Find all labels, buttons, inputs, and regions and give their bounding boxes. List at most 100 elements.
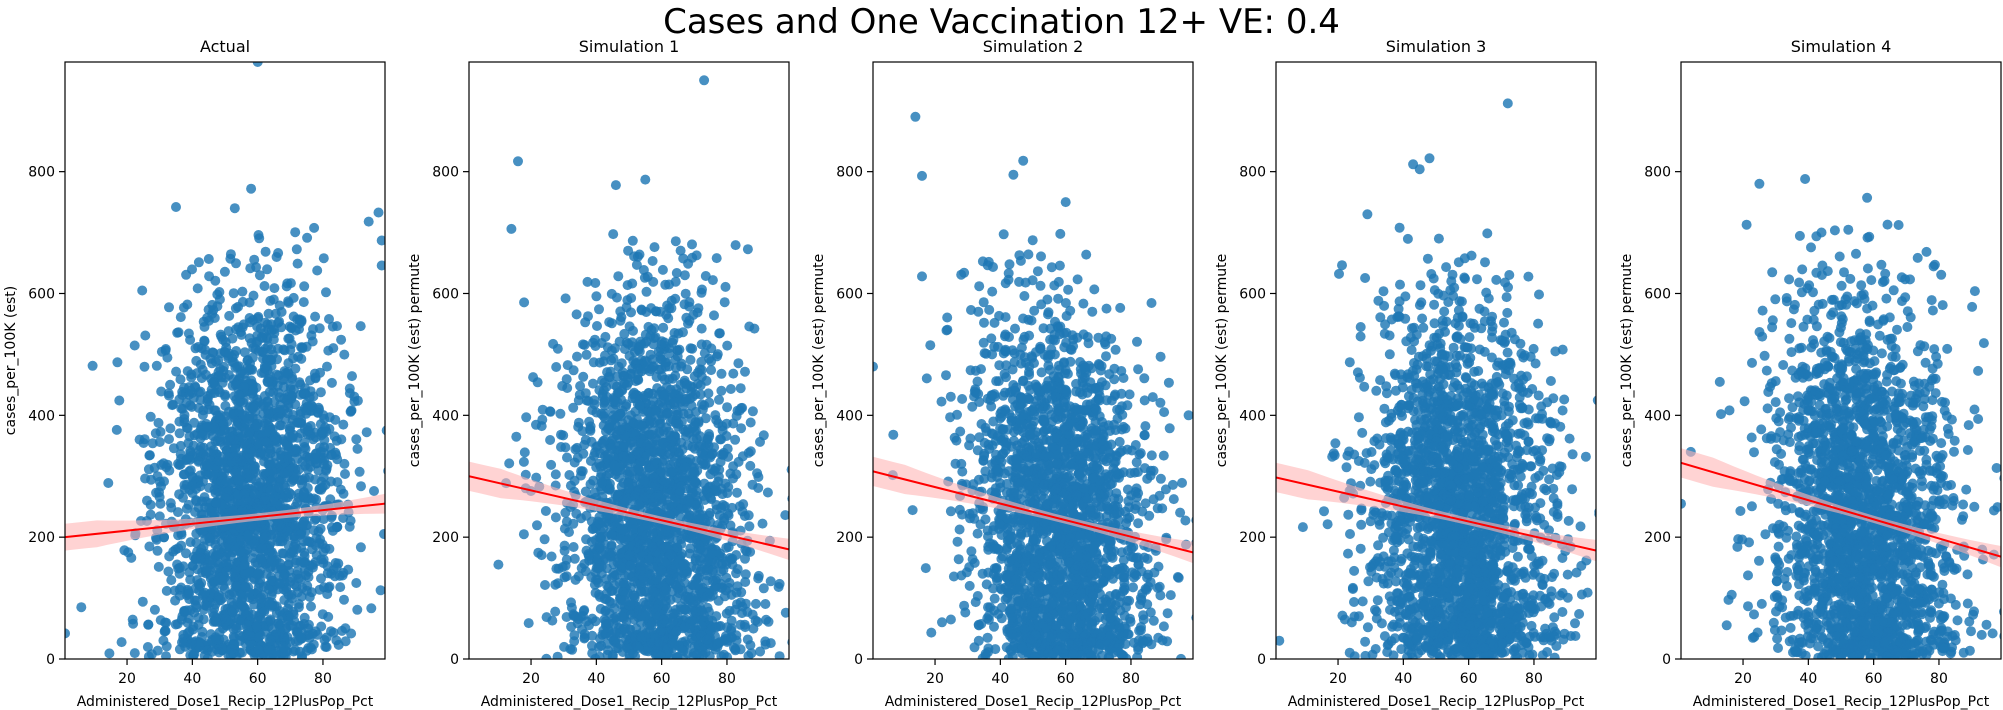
- scatter-point: [268, 467, 279, 478]
- scatter-point: [702, 591, 713, 602]
- scatter-point: [322, 361, 332, 372]
- figure-title: Cases and One Vaccination 12+ VE: 0.4: [663, 2, 1340, 42]
- scatter-point: [586, 572, 597, 583]
- scatter-point: [705, 626, 716, 637]
- scatter-point: [142, 495, 152, 506]
- scatter-point: [222, 487, 233, 498]
- scatter-point: [328, 564, 339, 575]
- scatter-point: [707, 448, 718, 459]
- scatter-point: [264, 653, 275, 659]
- scatter-point: [695, 380, 706, 391]
- y-tick-label: 0: [450, 652, 459, 668]
- scatter-point: [545, 406, 556, 417]
- scatter-point: [277, 548, 288, 559]
- scatter-point: [355, 542, 366, 553]
- scatter-point: [712, 349, 723, 360]
- scatter-point: [199, 650, 210, 659]
- scatter-point: [159, 532, 169, 543]
- scatter-point: [203, 304, 214, 315]
- scatter-point: [658, 437, 669, 448]
- scatter-point: [573, 395, 584, 406]
- scatter-point: [622, 295, 633, 306]
- scatter-point: [381, 425, 385, 436]
- scatter-point: [661, 382, 672, 393]
- scatter-point: [244, 630, 255, 641]
- scatter-point: [753, 483, 764, 493]
- scatter-point: [624, 350, 635, 361]
- scatter-point: [695, 389, 706, 400]
- scatter-point: [744, 321, 755, 332]
- scatter-point: [248, 385, 259, 396]
- scatter-point: [721, 572, 732, 583]
- scatter-point: [718, 564, 729, 575]
- scatter-point: [687, 343, 698, 354]
- scatter-point: [1072, 274, 1083, 285]
- scatter-point: [298, 488, 309, 498]
- scatter-point: [656, 565, 667, 576]
- scatter-point: [286, 322, 297, 333]
- scatter-point: [653, 649, 664, 659]
- scatter-point: [681, 431, 691, 441]
- scatter-point: [297, 342, 308, 353]
- scatter-point: [972, 528, 983, 539]
- scatter-point: [703, 388, 714, 399]
- scatter-point: [557, 381, 568, 391]
- scatter-point: [739, 619, 750, 630]
- scatter-point: [633, 464, 644, 475]
- scatter-point: [689, 466, 700, 477]
- scatter-point: [164, 434, 174, 445]
- scatter-point: [306, 601, 316, 612]
- scatter-point: [259, 281, 270, 291]
- scatter-point: [184, 454, 195, 465]
- scatter-point: [710, 480, 721, 491]
- scatter-point: [711, 415, 722, 425]
- scatter-point: [608, 410, 619, 421]
- scatter-point: [316, 573, 326, 584]
- scatter-point: [314, 538, 325, 549]
- confidence-band: [469, 461, 789, 560]
- scatter-point: [245, 364, 256, 375]
- x-tick-label: 60: [653, 671, 671, 687]
- scatter-point: [246, 375, 257, 386]
- scatter-point: [166, 502, 177, 513]
- scatter-point: [231, 581, 242, 592]
- scatter-point: [578, 371, 589, 382]
- scatter-point: [739, 511, 750, 521]
- scatter-point: [363, 216, 374, 227]
- scatter-point: [253, 582, 264, 593]
- scatter-point: [646, 620, 657, 631]
- scatter-point: [537, 404, 548, 415]
- scatter-point: [161, 617, 172, 628]
- scatter-point: [233, 397, 244, 408]
- scatter-point: [151, 487, 162, 498]
- scatter-point: [253, 632, 264, 643]
- scatter-point: [679, 622, 690, 633]
- scatter-point: [312, 407, 323, 418]
- scatter-point: [572, 351, 582, 362]
- scatter-point: [531, 472, 542, 483]
- scatter-point: [599, 395, 610, 406]
- scatter-point: [182, 605, 192, 616]
- scatter-point: [948, 571, 959, 582]
- scatter-point: [657, 402, 668, 413]
- x-tick-label: 60: [249, 671, 267, 687]
- scatter-point: [174, 416, 185, 427]
- scatter-point: [679, 270, 690, 281]
- scatter-point: [636, 305, 647, 316]
- scatter-point: [211, 634, 222, 645]
- scatter-point: [173, 543, 184, 554]
- scatter-point: [675, 245, 686, 256]
- scatter-point: [134, 434, 145, 445]
- scatter-point: [561, 612, 572, 622]
- scatter-point: [640, 631, 651, 642]
- scatter-point: [285, 548, 296, 559]
- scatter-point: [261, 426, 271, 437]
- scatter-point: [1180, 515, 1191, 526]
- scatter-point: [230, 303, 241, 314]
- plot-frame: [468, 61, 790, 660]
- scatter-point: [263, 308, 274, 319]
- scatter-point: [282, 278, 293, 289]
- scatter-point: [236, 329, 247, 340]
- scatter-point: [683, 495, 694, 506]
